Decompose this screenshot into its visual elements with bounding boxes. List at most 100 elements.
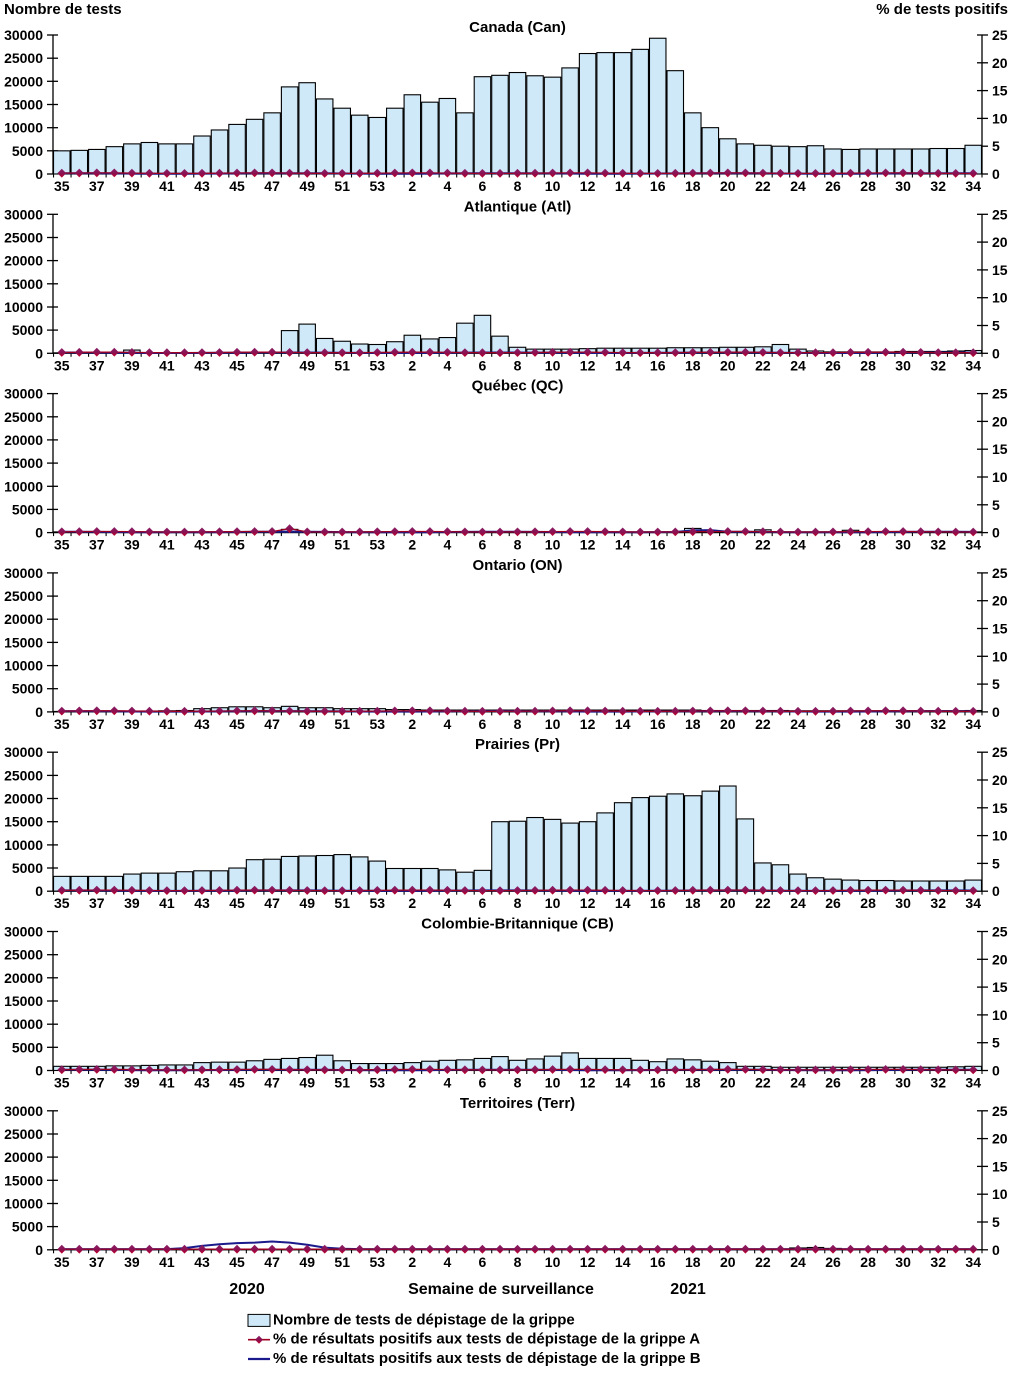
svg-text:15: 15	[992, 262, 1008, 278]
svg-text:45: 45	[229, 537, 245, 553]
svg-text:4: 4	[444, 537, 452, 553]
svg-text:43: 43	[194, 357, 210, 373]
svg-text:15: 15	[992, 621, 1008, 637]
svg-text:24: 24	[790, 1075, 806, 1091]
svg-text:18: 18	[685, 1254, 701, 1270]
svg-text:6: 6	[479, 1254, 487, 1270]
svg-text:0: 0	[992, 345, 1000, 361]
svg-text:30000: 30000	[4, 386, 43, 402]
svg-text:15: 15	[992, 441, 1008, 457]
svg-text:45: 45	[229, 1075, 245, 1091]
svg-text:5: 5	[992, 676, 1000, 692]
svg-text:32: 32	[930, 537, 946, 553]
svg-text:14: 14	[615, 895, 631, 911]
svg-text:2: 2	[408, 895, 416, 911]
svg-text:26: 26	[825, 716, 841, 732]
svg-text:15: 15	[992, 979, 1008, 995]
svg-text:20: 20	[992, 413, 1008, 429]
svg-text:20: 20	[720, 537, 736, 553]
svg-text:Nombre de tests: Nombre de tests	[4, 1, 122, 18]
svg-text:49: 49	[299, 537, 315, 553]
svg-text:49: 49	[299, 1254, 315, 1270]
svg-text:15000: 15000	[4, 97, 43, 113]
svg-text:41: 41	[159, 895, 175, 911]
svg-text:5: 5	[992, 497, 1000, 513]
svg-text:25000: 25000	[4, 1126, 43, 1142]
svg-text:5000: 5000	[12, 860, 43, 876]
svg-text:47: 47	[264, 1075, 280, 1091]
svg-text:53: 53	[370, 1254, 386, 1270]
svg-text:45: 45	[229, 895, 245, 911]
svg-text:32: 32	[930, 1254, 946, 1270]
svg-text:16: 16	[650, 357, 666, 373]
svg-text:6: 6	[479, 178, 487, 194]
svg-text:12: 12	[580, 178, 596, 194]
svg-text:30: 30	[895, 357, 911, 373]
svg-text:2: 2	[408, 357, 416, 373]
svg-text:35: 35	[54, 537, 70, 553]
svg-text:0: 0	[35, 1063, 43, 1079]
svg-text:43: 43	[194, 1254, 210, 1270]
svg-text:22: 22	[755, 537, 771, 553]
svg-text:10000: 10000	[4, 837, 43, 853]
svg-text:28: 28	[860, 178, 876, 194]
svg-text:20000: 20000	[4, 611, 43, 627]
svg-text:49: 49	[299, 716, 315, 732]
svg-text:20: 20	[720, 895, 736, 911]
svg-text:5: 5	[992, 1214, 1000, 1230]
svg-text:Canada (Can): Canada (Can)	[469, 19, 566, 36]
svg-text:25000: 25000	[4, 947, 43, 963]
svg-text:43: 43	[194, 716, 210, 732]
svg-text:2021: 2021	[670, 1281, 706, 1298]
svg-text:30: 30	[895, 1075, 911, 1091]
svg-text:47: 47	[264, 1254, 280, 1270]
svg-text:10: 10	[545, 357, 561, 373]
svg-text:18: 18	[685, 895, 701, 911]
svg-text:20: 20	[992, 234, 1008, 250]
svg-text:12: 12	[580, 716, 596, 732]
svg-text:Colombie-Britannique (CB): Colombie-Britannique (CB)	[421, 916, 614, 933]
svg-text:37: 37	[89, 895, 105, 911]
svg-text:10000: 10000	[4, 299, 43, 315]
svg-text:24: 24	[790, 1254, 806, 1270]
svg-text:Prairies (Pr): Prairies (Pr)	[475, 736, 560, 753]
svg-text:45: 45	[229, 357, 245, 373]
svg-text:30000: 30000	[4, 206, 43, 222]
svg-text:28: 28	[860, 357, 876, 373]
svg-text:5: 5	[992, 138, 1000, 154]
svg-text:20: 20	[720, 357, 736, 373]
svg-text:Ontario (ON): Ontario (ON)	[473, 557, 563, 574]
svg-text:30000: 30000	[4, 924, 43, 940]
svg-text:25000: 25000	[4, 230, 43, 246]
svg-text:10: 10	[992, 1186, 1008, 1202]
svg-text:28: 28	[860, 716, 876, 732]
svg-text:43: 43	[194, 178, 210, 194]
svg-text:35: 35	[54, 1075, 70, 1091]
svg-text:24: 24	[790, 537, 806, 553]
svg-text:28: 28	[860, 537, 876, 553]
svg-text:24: 24	[790, 716, 806, 732]
svg-text:0: 0	[35, 345, 43, 361]
svg-text:26: 26	[825, 895, 841, 911]
svg-text:32: 32	[930, 357, 946, 373]
svg-text:4: 4	[444, 895, 452, 911]
svg-text:12: 12	[580, 1075, 596, 1091]
svg-text:30: 30	[895, 895, 911, 911]
svg-text:Territoires (Terr): Territoires (Terr)	[460, 1095, 575, 1112]
svg-text:28: 28	[860, 1075, 876, 1091]
svg-text:34: 34	[965, 1254, 981, 1270]
svg-text:20000: 20000	[4, 791, 43, 807]
svg-text:37: 37	[89, 1254, 105, 1270]
svg-text:6: 6	[479, 895, 487, 911]
svg-text:53: 53	[370, 357, 386, 373]
svg-text:2: 2	[408, 178, 416, 194]
svg-text:25: 25	[992, 924, 1008, 940]
svg-text:10: 10	[545, 1075, 561, 1091]
svg-text:39: 39	[124, 895, 140, 911]
svg-text:14: 14	[615, 1075, 631, 1091]
svg-text:16: 16	[650, 537, 666, 553]
svg-text:20: 20	[992, 951, 1008, 967]
svg-text:0: 0	[35, 704, 43, 720]
svg-text:20: 20	[720, 1254, 736, 1270]
svg-text:25: 25	[992, 206, 1008, 222]
